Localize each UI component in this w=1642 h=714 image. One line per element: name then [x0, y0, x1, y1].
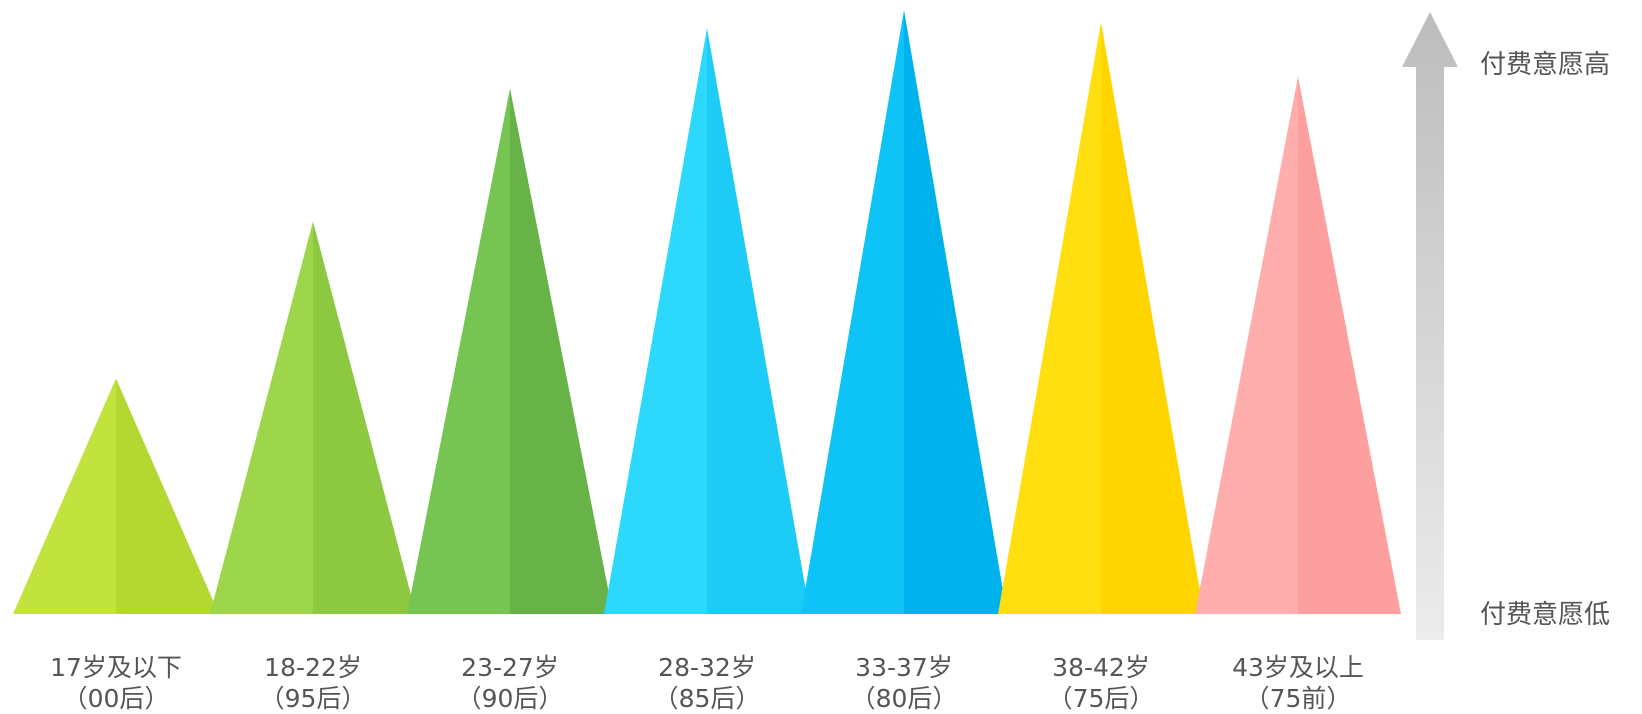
willingness-arrow	[1402, 12, 1458, 640]
pyramid-bar	[604, 28, 810, 615]
category-age-range: 17岁及以下	[50, 653, 182, 682]
category-generation: （00后）	[62, 684, 170, 713]
category-age-range: 18-22岁	[264, 653, 362, 682]
category-label: 28-32岁 （85后）	[627, 652, 787, 714]
category-generation: （90后）	[456, 684, 564, 713]
category-age-range: 43岁及以上	[1232, 653, 1364, 682]
pyramid-bar	[801, 10, 1007, 614]
pyramid-bar-left-face	[1195, 76, 1298, 614]
pyramid-bar-left-face	[210, 221, 313, 614]
pyramid-bar-left-face	[998, 22, 1101, 614]
pyramid-bar-left-face	[13, 378, 116, 614]
category-label: 38-42岁 （75后）	[1021, 652, 1181, 714]
pyramid-bar-right-face	[116, 378, 219, 614]
category-label: 18-22岁 （95后）	[233, 652, 393, 714]
series-pyramids	[13, 10, 1401, 615]
pyramid-bar-left-face	[407, 88, 510, 614]
category-age-range: 28-32岁	[658, 653, 756, 682]
pyramid-bar	[13, 378, 219, 614]
pyramid-bar-left-face	[604, 28, 707, 615]
category-generation: （75后）	[1047, 684, 1155, 713]
category-generation: （80后）	[850, 684, 958, 713]
category-age-range: 23-27岁	[461, 653, 559, 682]
category-age-range: 38-42岁	[1052, 653, 1150, 682]
category-label: 43岁及以上 （75前）	[1218, 652, 1378, 714]
category-generation: （75前）	[1244, 684, 1352, 713]
pyramid-bar-right-face	[510, 88, 613, 614]
pyramid-bar-right-face	[904, 10, 1007, 614]
high-willingness-label: 付费意愿高	[1480, 50, 1611, 80]
pyramid-bar	[1195, 76, 1401, 614]
pyramid-bar	[210, 221, 416, 614]
low-willingness-label: 付费意愿低	[1480, 600, 1611, 630]
pyramid-bar	[407, 88, 613, 614]
category-generation: （95后）	[259, 684, 367, 713]
category-generation: （85后）	[653, 684, 761, 713]
pyramid-bar-right-face	[1298, 76, 1401, 614]
category-label: 17岁及以下 （00后）	[36, 652, 196, 714]
pyramid-bar-right-face	[313, 221, 416, 614]
category-age-range: 33-37岁	[855, 653, 953, 682]
pyramid-bar-right-face	[1101, 22, 1204, 614]
category-label: 23-27岁 （90后）	[430, 652, 590, 714]
pyramid-bar-right-face	[707, 28, 810, 615]
category-label: 33-37岁 （80后）	[824, 652, 984, 714]
pyramid-bar	[998, 22, 1204, 614]
pyramid-bar-left-face	[801, 10, 904, 614]
